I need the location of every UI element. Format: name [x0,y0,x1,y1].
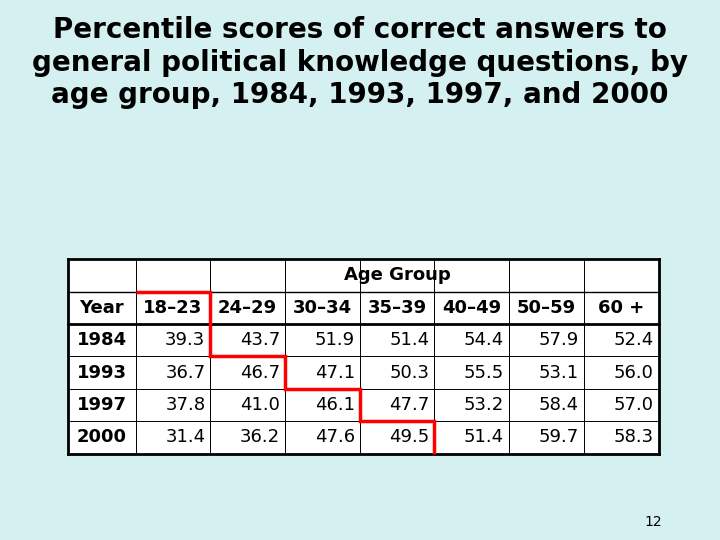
Text: Year: Year [79,299,124,317]
Text: 50.3: 50.3 [390,363,429,382]
Text: 53.2: 53.2 [464,396,504,414]
Text: Age Group: Age Group [343,266,451,285]
Text: 53.1: 53.1 [539,363,579,382]
Text: 36.7: 36.7 [165,363,205,382]
Text: 1993: 1993 [76,363,127,382]
Text: 49.5: 49.5 [390,428,429,447]
Text: 60 +: 60 + [598,299,644,317]
Text: 52.4: 52.4 [613,331,654,349]
Text: 31.4: 31.4 [165,428,205,447]
Text: 47.6: 47.6 [315,428,355,447]
Text: 50–59: 50–59 [517,299,576,317]
Text: 54.4: 54.4 [464,331,504,349]
Text: 56.0: 56.0 [613,363,654,382]
Text: 51.4: 51.4 [464,428,504,447]
Text: 12: 12 [644,515,662,529]
Text: 37.8: 37.8 [165,396,205,414]
Text: 46.7: 46.7 [240,363,280,382]
Text: 57.0: 57.0 [613,396,654,414]
Text: 30–34: 30–34 [293,299,352,317]
Text: 51.9: 51.9 [315,331,355,349]
Text: 18–23: 18–23 [143,299,202,317]
Text: 47.7: 47.7 [390,396,429,414]
Text: 43.7: 43.7 [240,331,280,349]
Text: 24–29: 24–29 [218,299,277,317]
Text: 35–39: 35–39 [367,299,427,317]
Text: 40–49: 40–49 [442,299,501,317]
Text: 41.0: 41.0 [240,396,280,414]
Text: 2000: 2000 [76,428,127,447]
Text: 1997: 1997 [76,396,127,414]
Text: 58.3: 58.3 [613,428,654,447]
Text: 47.1: 47.1 [315,363,355,382]
Text: 55.5: 55.5 [464,363,504,382]
Text: Percentile scores of correct answers to
general political knowledge questions, b: Percentile scores of correct answers to … [32,16,688,109]
Text: 39.3: 39.3 [165,331,205,349]
Text: 51.4: 51.4 [390,331,429,349]
Text: 59.7: 59.7 [539,428,579,447]
Text: 1984: 1984 [76,331,127,349]
Text: 36.2: 36.2 [240,428,280,447]
Text: 58.4: 58.4 [539,396,579,414]
Text: 57.9: 57.9 [539,331,579,349]
Text: 46.1: 46.1 [315,396,355,414]
